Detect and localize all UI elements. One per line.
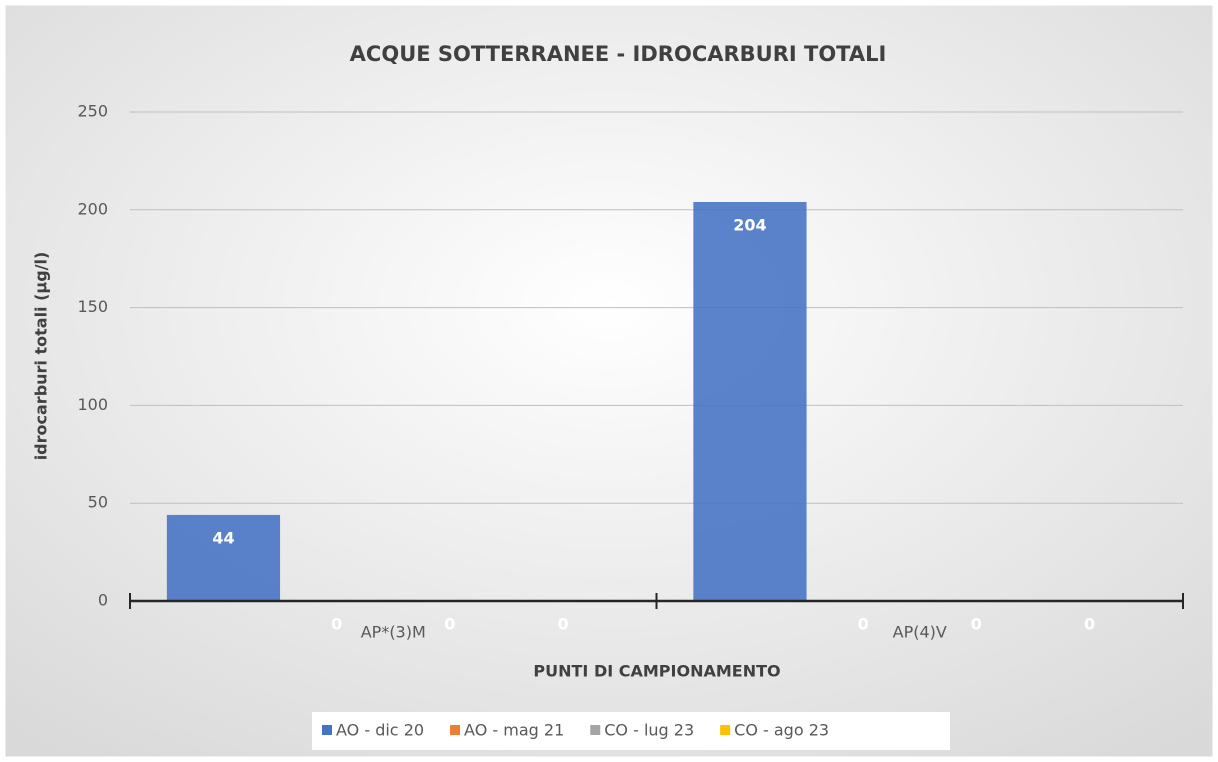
legend-label: CO - lug 23 (604, 721, 694, 740)
legend-marker (322, 725, 332, 735)
x-axis-title: PUNTI DI CAMPIONAMENTO (533, 662, 780, 681)
legend-marker (450, 725, 461, 735)
data-label: 0 (331, 615, 342, 634)
y-tick-label: 0 (98, 591, 108, 610)
y-tick-label: 100 (77, 395, 108, 414)
data-label: 204 (733, 215, 766, 234)
y-tick-label: 250 (77, 102, 108, 121)
y-tick-label: 150 (77, 297, 108, 316)
legend-marker (590, 725, 601, 735)
x-tick-label: AP(4)V (893, 623, 947, 642)
data-label: 0 (444, 615, 455, 634)
chart-title: ACQUE SOTTERRANEE - IDROCARBURI TOTALI (350, 42, 887, 66)
legend-label: CO - ago 23 (734, 721, 829, 740)
bar (693, 201, 807, 601)
data-label: 0 (971, 615, 982, 634)
legend-label: AO - mag 21 (464, 721, 564, 740)
legend-marker (720, 725, 731, 735)
data-label: 0 (858, 615, 869, 634)
data-label: 0 (1084, 615, 1095, 634)
data-label: 44 (212, 528, 234, 547)
legend-label: AO - dic 20 (336, 721, 424, 740)
legend-box (312, 712, 950, 750)
x-tick-label: AP*(3)M (361, 623, 426, 642)
data-label: 0 (557, 615, 568, 634)
y-tick-label: 50 (88, 493, 108, 512)
bar (166, 514, 281, 601)
y-tick-label: 200 (77, 199, 108, 218)
y-axis-title: idrocarburi totali (µg/l) (32, 252, 51, 461)
